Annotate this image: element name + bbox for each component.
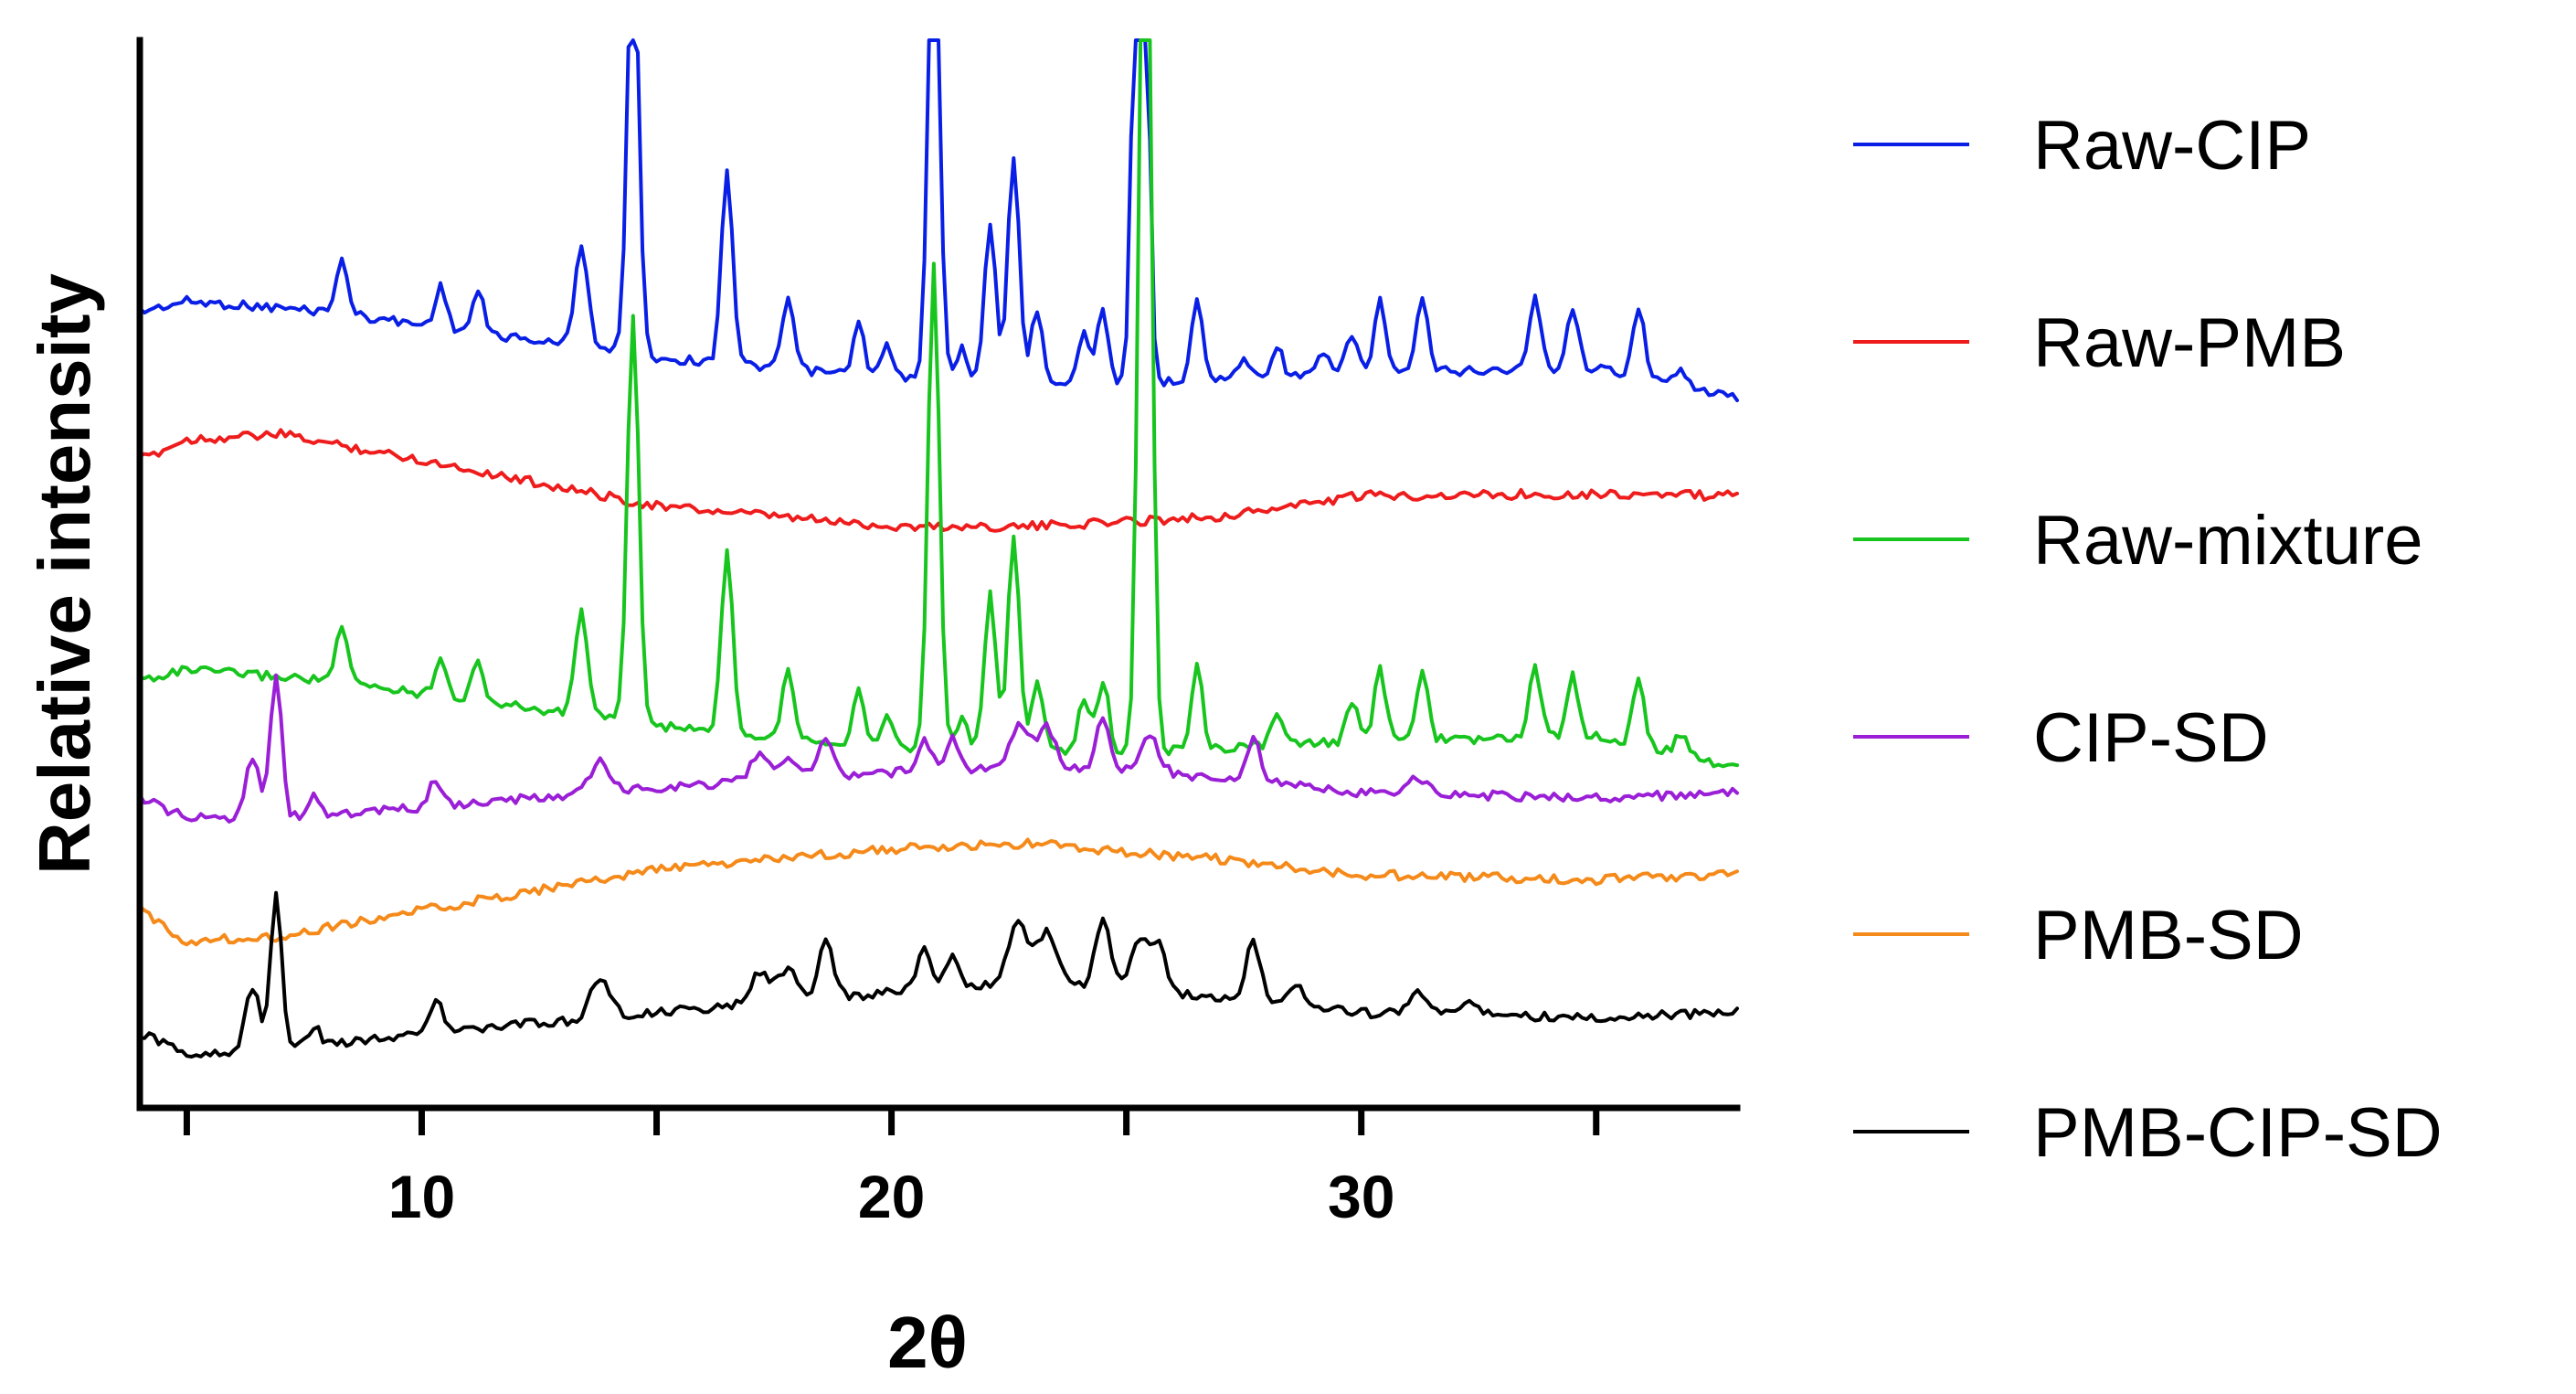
x-tick-label-10: 10 <box>388 1163 455 1230</box>
legend-label-raw-pmb: Raw-PMB <box>2033 304 2346 382</box>
y-axis-title: Relative intensity <box>24 272 105 875</box>
series-line-raw-mixture <box>138 38 1739 769</box>
x-tick-label-20: 20 <box>858 1163 925 1230</box>
legend-label-pmb-sd: PMB-SD <box>2033 897 2304 974</box>
series-line-raw-pmb <box>138 428 1739 533</box>
legend-label-pmb-cip-sd: PMB-CIP-SD <box>2033 1094 2443 1172</box>
legend: Raw-CIP Raw-PMB Raw-mixture CIP-SD PMB-SD PMB… <box>1853 107 2443 1172</box>
series-line-pmb-sd <box>138 837 1739 947</box>
series-layer <box>138 38 1739 1059</box>
legend-label-raw-mixture: Raw-mixture <box>2033 502 2423 580</box>
axes: 10 20 30 2θ Relative intensity <box>24 37 1741 1383</box>
x-axis-title: 2θ <box>887 1302 968 1383</box>
legend-label-raw-cip: Raw-CIP <box>2033 107 2311 185</box>
x-tick-label-30: 30 <box>1328 1163 1394 1230</box>
series-line-raw-cip <box>138 38 1739 402</box>
legend-label-cip-sd: CIP-SD <box>2033 699 2269 777</box>
series-line-pmb-cip-sd <box>138 890 1739 1059</box>
x-ticks: 10 20 30 <box>183 1108 1600 1230</box>
series-line-cip-sd <box>138 673 1739 824</box>
